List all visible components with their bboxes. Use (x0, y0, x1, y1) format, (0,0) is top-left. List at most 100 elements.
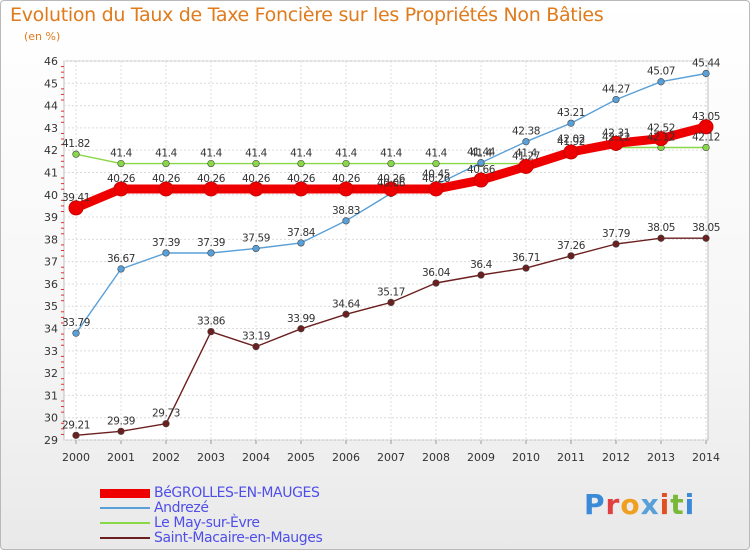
data-point (207, 249, 215, 257)
y-tick-label: 39 (44, 211, 58, 224)
legend-item: Andrezé (100, 500, 209, 516)
data-label: 36.04 (422, 267, 451, 279)
data-label: 41.92 (557, 136, 585, 148)
data-point (567, 119, 575, 127)
data-point (518, 158, 534, 174)
data-label: 36.67 (107, 253, 135, 265)
logo-letter: r (605, 488, 621, 521)
data-label: 36.71 (512, 252, 540, 264)
data-label: 40.26 (107, 173, 136, 185)
legend-item: BéGROLLES-EN-MAUGES (100, 485, 320, 501)
data-label: 37.26 (557, 240, 586, 252)
proxiti-logo: Proxiti (584, 488, 695, 521)
data-point (117, 427, 125, 435)
data-point (117, 159, 125, 168)
data-label: 38.83 (332, 205, 360, 217)
x-tick-label: 2006 (332, 451, 360, 464)
data-label: 29.39 (107, 415, 135, 427)
data-point (252, 244, 260, 253)
data-label: 41.4 (290, 148, 312, 160)
y-tick-label: 34 (44, 323, 58, 336)
data-point (702, 234, 710, 242)
y-tick-label: 30 (44, 412, 58, 425)
legend-swatch (100, 488, 150, 498)
x-tick-label: 2013 (647, 451, 675, 464)
data-label: 34.64 (332, 298, 361, 310)
x-tick-label: 2009 (467, 451, 495, 464)
data-point (563, 144, 579, 160)
data-label: 45.07 (647, 66, 675, 78)
data-label: 37.59 (242, 232, 270, 244)
data-label: 42.38 (512, 126, 540, 138)
data-point (612, 240, 620, 248)
data-point (338, 181, 354, 197)
y-tick-label: 33 (44, 345, 58, 358)
logo-letter: i (684, 488, 696, 521)
x-tick-label: 2007 (377, 451, 405, 464)
data-point (387, 159, 395, 168)
y-tick-label: 31 (44, 389, 58, 402)
data-label: 42.12 (647, 132, 675, 144)
legend-label: Saint-Macaire-en-Mauges (154, 530, 323, 546)
data-point (387, 298, 395, 307)
data-point (477, 159, 485, 167)
data-point (342, 310, 350, 318)
data-label: 41.4 (155, 148, 177, 160)
data-label: 43.21 (557, 107, 585, 119)
data-label: 40.26 (422, 173, 451, 185)
data-label: 38.05 (647, 222, 675, 234)
legend-label: Andrezé (154, 500, 209, 516)
data-label: 38.05 (692, 222, 720, 234)
data-label: 33.86 (197, 316, 226, 328)
data-point (72, 150, 80, 158)
legend-item: Le May-sur-Èvre (100, 515, 260, 531)
x-tick-label: 2002 (152, 451, 180, 464)
logo-letter: o (620, 488, 641, 521)
data-label: 37.39 (197, 237, 225, 249)
data-label: 45.44 (692, 57, 721, 69)
data-label: 33.19 (242, 331, 270, 343)
legend-label: BéGROLLES-EN-MAUGES (154, 485, 320, 501)
chart-title: Evolution du Taux de Taxe Foncière sur l… (10, 4, 604, 26)
data-point (252, 159, 260, 168)
data-label: 40.26 (287, 173, 316, 185)
y-tick-label: 38 (44, 233, 58, 246)
data-point (117, 265, 125, 273)
y-tick-label: 45 (44, 77, 58, 90)
data-point (608, 135, 624, 151)
data-label: 42.52 (647, 123, 675, 135)
data-label: 41.4 (515, 148, 537, 160)
data-point (162, 420, 170, 428)
data-label: 41.4 (470, 148, 492, 160)
data-point (207, 159, 215, 168)
data-point (207, 328, 215, 336)
data-point (428, 181, 444, 197)
y-tick-label: 46 (44, 55, 58, 68)
data-point (477, 271, 485, 279)
data-point (702, 143, 710, 152)
y-tick-label: 32 (44, 367, 58, 380)
data-label: 42.12 (692, 132, 720, 144)
data-point (158, 181, 174, 197)
data-point (297, 239, 305, 247)
logo-letter: t (670, 488, 685, 521)
data-label: 41.27 (512, 150, 540, 162)
data-point (702, 69, 710, 78)
data-point (383, 181, 399, 197)
data-label: 41.44 (467, 147, 496, 159)
data-label: 37.39 (152, 237, 180, 249)
logo-letter: i (659, 488, 671, 521)
x-tick-label: 2008 (422, 451, 450, 464)
x-tick-label: 2004 (242, 451, 270, 464)
data-label: 33.79 (62, 317, 90, 329)
data-label: 36.4 (470, 259, 492, 271)
legend-swatch (100, 507, 150, 509)
data-point (72, 431, 80, 439)
data-label: 35.17 (377, 286, 405, 298)
data-label: 43.05 (692, 111, 720, 123)
y-tick-label: 37 (44, 256, 58, 269)
data-label: 41.82 (62, 138, 90, 150)
data-label: 40.26 (197, 173, 226, 185)
data-point (653, 131, 669, 147)
data-label: 40.26 (377, 173, 406, 185)
